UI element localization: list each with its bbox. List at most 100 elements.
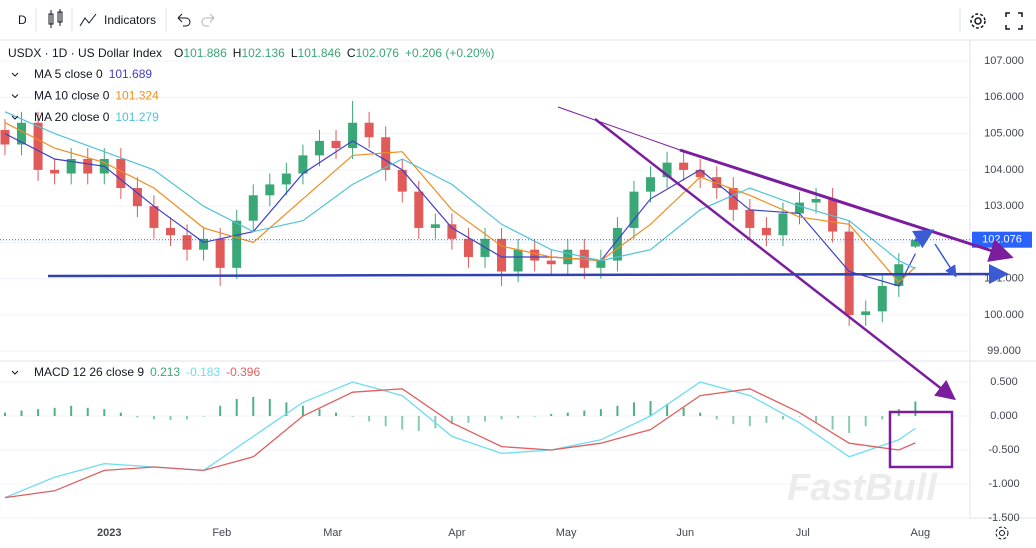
trend-line (557, 106, 681, 151)
y-tick-label: 103.000 (984, 200, 1024, 212)
candle-body (215, 238, 225, 268)
candle-body (331, 140, 341, 149)
candle-body (33, 122, 43, 170)
histogram-bar (914, 401, 917, 416)
histogram-bar (699, 412, 702, 416)
histogram-bar (368, 415, 371, 422)
y-tick-label: 105.000 (984, 128, 1024, 140)
legend-value: 0.213 (150, 365, 180, 379)
histogram-bar (566, 412, 569, 416)
redo-button[interactable] (201, 13, 215, 27)
legend-entry: MA 5 close 0 101.689 (34, 67, 152, 81)
projection-arrow (934, 243, 957, 278)
candle-body (381, 137, 391, 170)
candle-body (679, 162, 689, 170)
histogram-bar (351, 415, 354, 417)
change: +0.206 (+0.20%) (405, 46, 494, 60)
histogram-bar (53, 407, 56, 416)
y-tick-label: 100.000 (984, 309, 1024, 321)
fullscreen-button[interactable] (1005, 12, 1023, 30)
candle-body (182, 235, 192, 250)
histogram-bar (268, 398, 271, 416)
histogram-bar (666, 403, 669, 416)
symbol-legend: USDX · 1D · US Dollar Index O101.886 H102.… (8, 46, 494, 60)
histogram-bar (119, 412, 122, 416)
histogram-bar (186, 415, 189, 420)
candle-body (513, 249, 523, 272)
ohlc-prefix: C (347, 46, 356, 60)
histogram-bar (500, 415, 503, 420)
ohlc-value: 101.886 (183, 46, 227, 60)
projection-arrow (911, 229, 935, 249)
y-tick-label: 106.000 (984, 91, 1024, 103)
ohlc-value: 102.136 (241, 46, 285, 60)
candle-body (761, 227, 771, 236)
histogram-bar (616, 405, 619, 416)
histogram-bar (103, 409, 106, 416)
ohlc-value: 102.076 (356, 46, 400, 60)
undo-button[interactable] (177, 13, 191, 27)
settings-button[interactable] (970, 13, 986, 29)
candle-body (596, 260, 606, 268)
candle-body (132, 188, 142, 207)
histogram-bar (70, 405, 73, 416)
histogram-bar (599, 409, 602, 416)
x-tick-label: Feb (212, 527, 231, 539)
interval-button[interactable]: D (18, 13, 27, 27)
legend-toggle (11, 94, 19, 99)
ohlc-prefix: H (233, 46, 242, 60)
candle-body (646, 177, 656, 192)
candle-body (248, 195, 258, 221)
histogram-bar (20, 410, 23, 416)
candle-body (629, 191, 639, 228)
ohlc-value: 101.846 (298, 46, 342, 60)
histogram-bar (798, 415, 801, 417)
candle-body (861, 311, 871, 316)
histogram-bar (765, 415, 768, 423)
histogram-bar (136, 415, 139, 418)
histogram-bar (401, 415, 404, 430)
histogram-bar (152, 415, 155, 420)
histogram-bar (781, 415, 784, 420)
candle-body (232, 220, 242, 268)
ohlc-prefix: O (174, 46, 183, 60)
macd-legend: MACD 12 26 close 9 0.213 -0.183 -0.396 (34, 365, 260, 379)
y-tick-label: 104.000 (984, 164, 1024, 176)
histogram-bar (484, 415, 486, 422)
histogram-bar (533, 415, 536, 417)
candle-body (877, 285, 887, 312)
indicators-button[interactable]: Indicators (104, 13, 156, 27)
chart-type-icon[interactable] (48, 9, 63, 28)
histogram-bar (881, 415, 884, 420)
histogram-bar (831, 415, 834, 430)
legend-name: MA 5 close 0 (34, 67, 103, 81)
candle-body (430, 224, 440, 228)
legend-value: -0.396 (226, 365, 260, 379)
ohlc: O101.886 H102.136 L101.846 C102.076 +0.206 (… (174, 46, 494, 60)
y-tick-label: 0.000 (990, 410, 1018, 422)
candle-body (348, 122, 358, 149)
x-tick-label: Apr (448, 527, 465, 539)
histogram-bar (301, 405, 304, 416)
legend-entry: MA 10 close 0 101.324 (34, 89, 159, 103)
y-tick-label: -1.500 (988, 512, 1019, 524)
candle-body (281, 173, 291, 185)
candle-body (165, 227, 175, 236)
support-line (47, 264, 1009, 285)
histogram-bar (649, 401, 652, 416)
settings-icon[interactable] (995, 526, 1009, 540)
histogram-bar (285, 402, 288, 416)
legend-name: MA 10 close 0 (34, 89, 110, 103)
histogram-bar (450, 415, 453, 425)
highlight-box (888, 410, 954, 469)
legend-toggle (11, 72, 19, 77)
histogram-bar (517, 415, 520, 419)
candle-body (314, 140, 324, 156)
trend-line (594, 118, 956, 401)
candle-body (563, 249, 573, 265)
histogram-bar (748, 415, 751, 427)
candle-body (397, 169, 407, 192)
candle-body (17, 122, 27, 145)
histogram-bar (632, 402, 635, 416)
indicators-icon[interactable] (79, 13, 97, 27)
